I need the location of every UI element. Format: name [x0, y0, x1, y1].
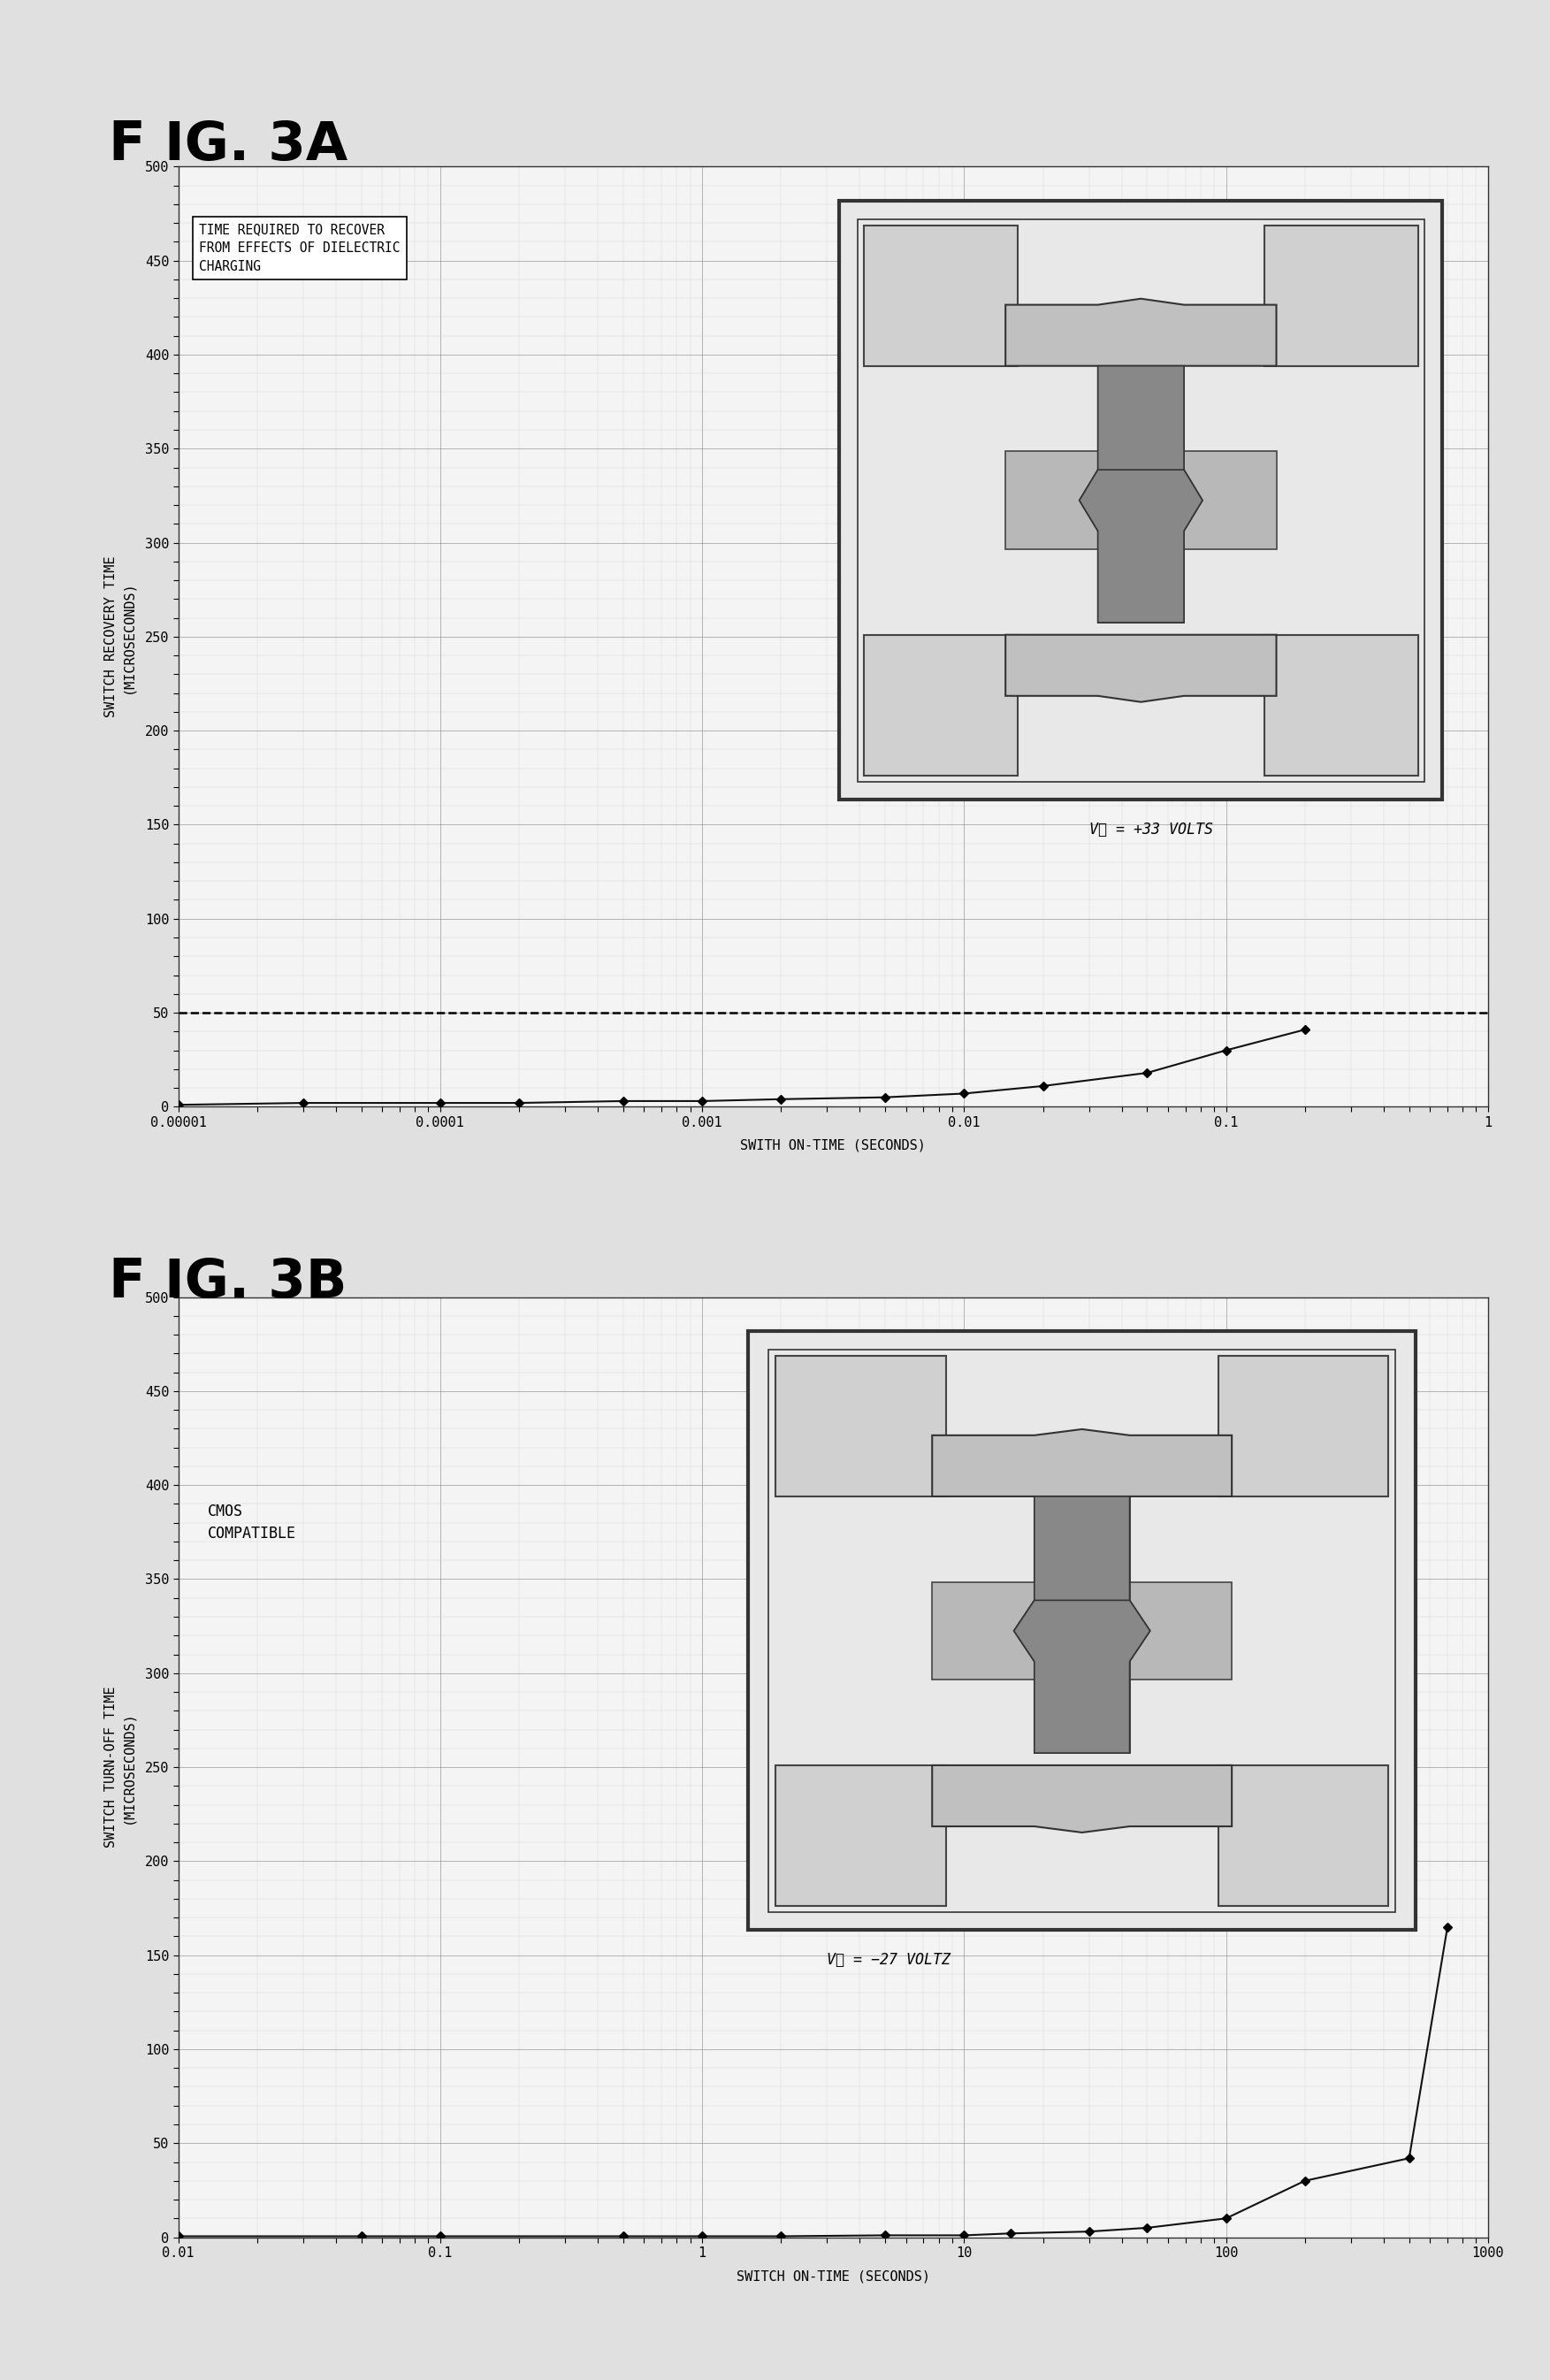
- Text: CMOS
COMPATIBLE: CMOS COMPATIBLE: [208, 1504, 296, 1542]
- Text: V⁁ = −27 VOLTZ: V⁁ = −27 VOLTZ: [828, 1952, 950, 1968]
- Y-axis label: SWITCH RECOVERY TIME
(MICROSECONDS): SWITCH RECOVERY TIME (MICROSECONDS): [104, 557, 135, 716]
- X-axis label: SWITH ON-TIME (SECONDS): SWITH ON-TIME (SECONDS): [741, 1140, 925, 1152]
- Text: V⁁ = +33 VOLTS: V⁁ = +33 VOLTS: [1090, 821, 1212, 838]
- Text: F IG. 3A: F IG. 3A: [108, 119, 347, 171]
- Text: TIME REQUIRED TO RECOVER
FROM EFFECTS OF DIELECTRIC
CHARGING: TIME REQUIRED TO RECOVER FROM EFFECTS OF…: [198, 224, 400, 274]
- X-axis label: SWITCH ON-TIME (SECONDS): SWITCH ON-TIME (SECONDS): [736, 2271, 930, 2282]
- Text: F IG. 3B: F IG. 3B: [108, 1257, 347, 1309]
- Y-axis label: SWITCH TURN-OFF TIME
(MICROSECONDS): SWITCH TURN-OFF TIME (MICROSECONDS): [104, 1687, 135, 1847]
